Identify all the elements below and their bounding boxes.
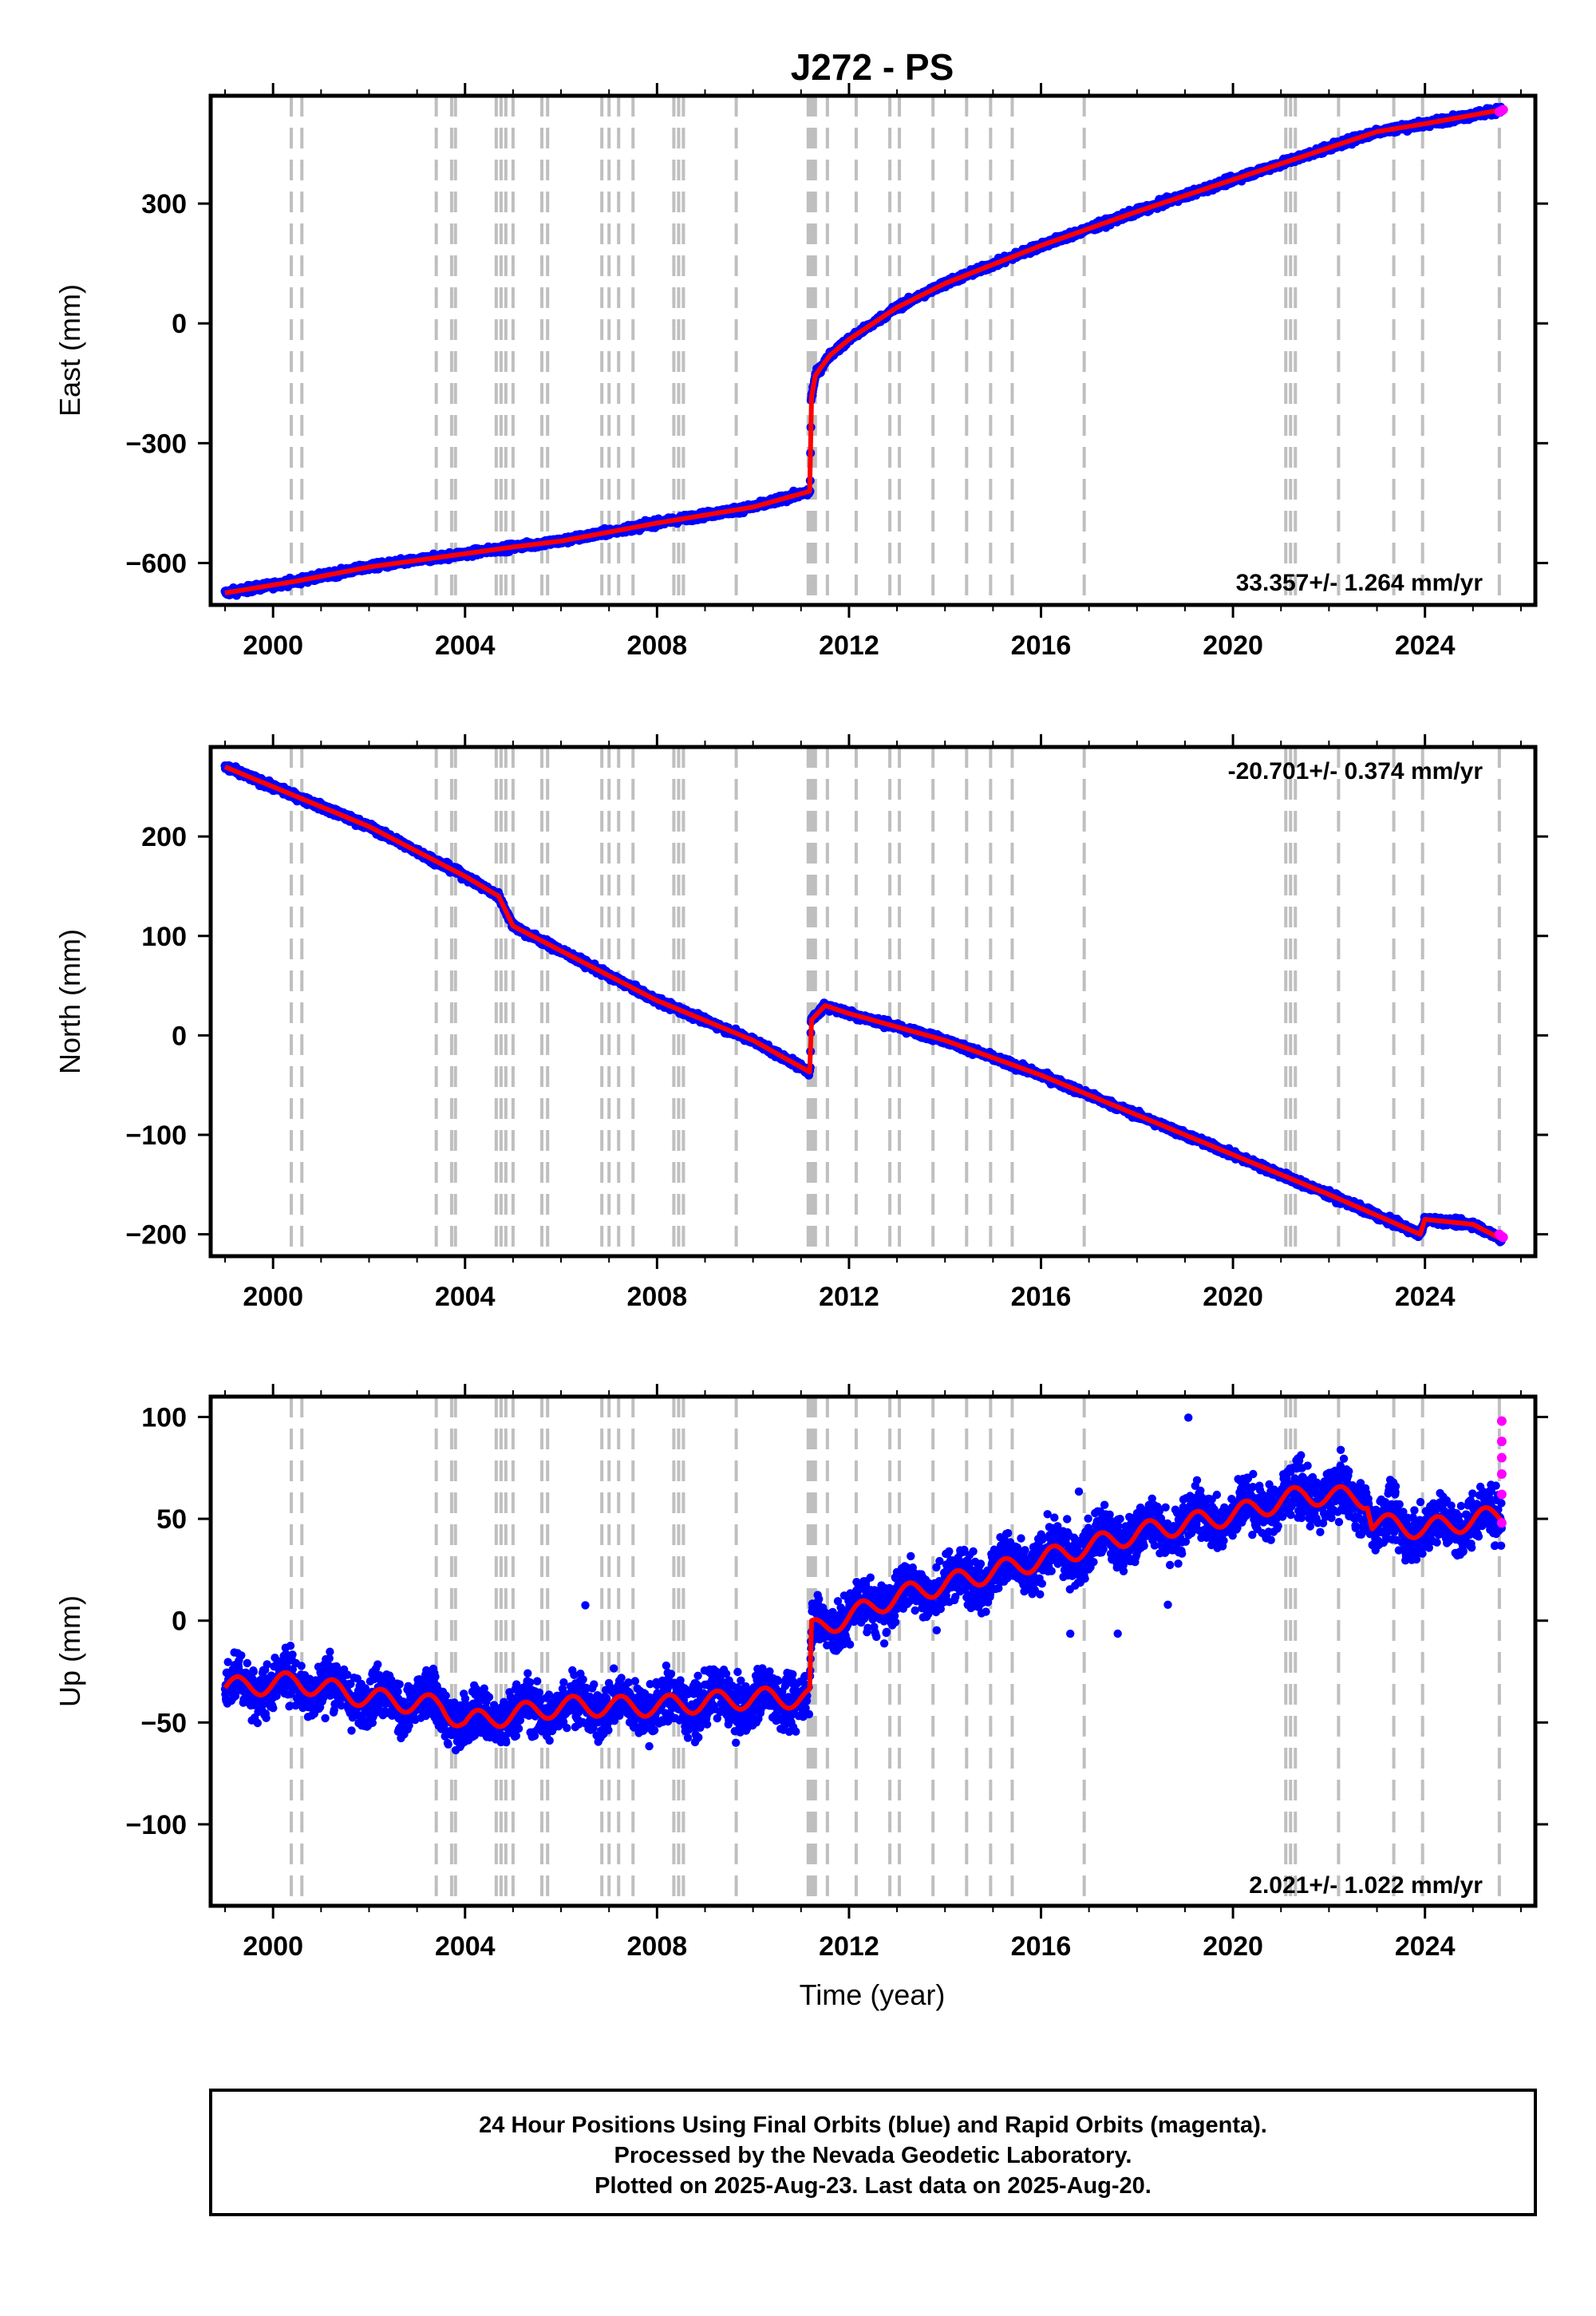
plot-frame [208, 93, 1538, 607]
x-tick-label: 2016 [1011, 630, 1072, 661]
y-tick-label: −300 [125, 429, 187, 459]
rapid-orbit-point [1498, 105, 1508, 115]
panel-north: 2000 2004 2008 2012 2016 2020 2024−200−1000100… [53, 734, 1548, 1312]
model-fit-line [223, 107, 1503, 595]
final-orbit-points [220, 761, 1507, 1247]
plot-area-east [220, 96, 1508, 605]
x-tick-label: 2012 [819, 630, 879, 661]
panels: 2000 2004 2008 2012 2016 2020 2024 −600 −300 0 300… [53, 83, 1548, 1962]
y-axis-label: East (mm) [53, 284, 86, 417]
y-tick-label: 0 [172, 309, 187, 339]
panel-east: 2000 2004 2008 2012 2016 2020 2024 −600 −300 0 300… [53, 83, 1548, 661]
x-tick-label: 2024 [1395, 630, 1456, 661]
y-tick-label: −600 [125, 548, 187, 579]
final-orbit-points [220, 102, 1507, 600]
x-tick-label: 2020 [1203, 630, 1263, 661]
x-tick-label: 2004 [435, 630, 496, 661]
x-tick-label: 2000 [243, 630, 303, 661]
y-tick-label: 300 [141, 189, 187, 219]
chart-title: J272 - PS [791, 46, 954, 88]
rate-annotation: 33.357+/- 1.264 mm/yr [1236, 570, 1483, 596]
plot-area-north [220, 747, 1508, 1256]
x-tick-label: 2008 [627, 630, 688, 661]
